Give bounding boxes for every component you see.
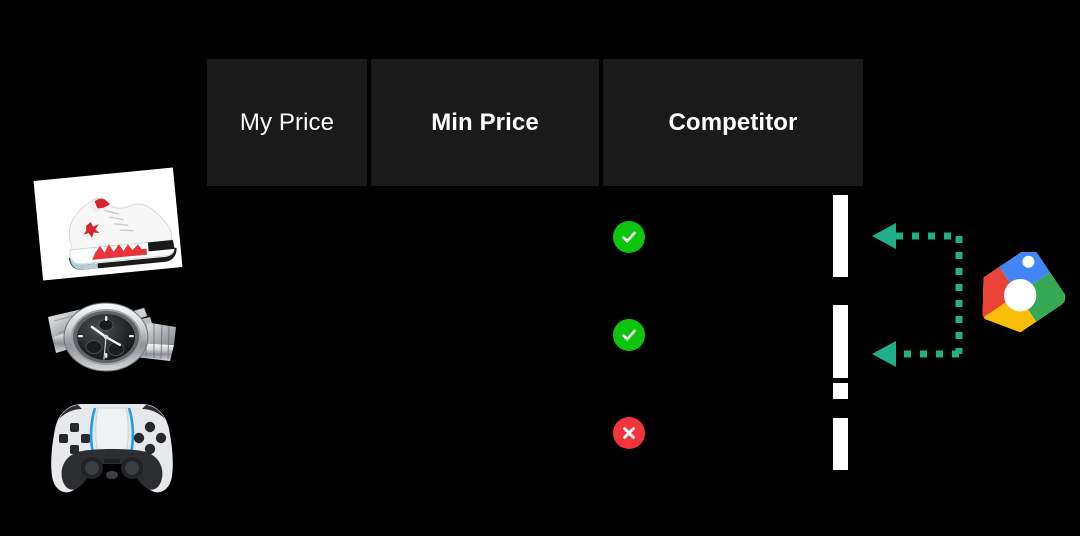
arrow-head-bottom (872, 341, 896, 367)
table-row (33, 166, 186, 284)
column-header-min-price-label: Min Price (431, 108, 539, 136)
status-badge-check: ok (613, 319, 645, 351)
table-header-row: My Price Min Price Competitor (207, 59, 863, 186)
column-divider (599, 59, 603, 186)
column-header-my-price-label: My Price (239, 108, 335, 136)
price-bar-row-2 (833, 305, 848, 378)
arrow-head-top (872, 223, 896, 249)
table-row (38, 396, 186, 500)
check-circle-icon (622, 329, 636, 341)
wristwatch-icon (48, 302, 176, 372)
game-controller-icon (51, 404, 173, 493)
dashed-bracket-arrows-icon (872, 223, 963, 367)
google-shopping-tag-icon (975, 252, 1065, 337)
price-bar-row-2-segment-2 (833, 383, 848, 399)
column-header-competitor-label: Competitor (668, 108, 798, 136)
x-circle-icon (623, 427, 635, 439)
table-row (42, 287, 188, 391)
status-badge-check: ok (613, 221, 645, 253)
price-bar-row-3 (833, 418, 848, 470)
price-bar-row-1 (833, 195, 848, 277)
check-circle-icon (622, 231, 636, 243)
column-divider (367, 59, 371, 186)
sneaker-icon (68, 198, 177, 270)
column-header-my-price[interactable]: My Price (207, 59, 367, 186)
column-header-min-price[interactable]: Min Price (371, 59, 599, 186)
status-badge-x: fail (613, 417, 645, 449)
column-header-competitor[interactable]: Competitor (603, 59, 863, 186)
